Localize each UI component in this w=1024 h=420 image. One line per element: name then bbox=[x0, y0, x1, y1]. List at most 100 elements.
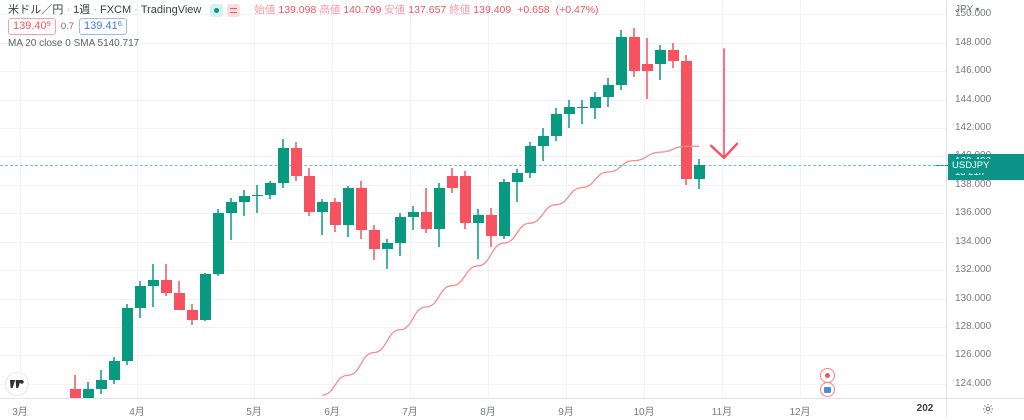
candle-body bbox=[199, 274, 211, 320]
earnings-dot-icon[interactable] bbox=[820, 368, 835, 383]
price-axis[interactable]: JPY ▾ 150.000 148.000 146.000 144.000 142.000… bbox=[946, 0, 1024, 398]
time-tick: 5月 bbox=[246, 407, 262, 418]
price-tick: 148.000 bbox=[955, 36, 992, 48]
time-tick: 10月 bbox=[633, 407, 655, 418]
candle-body bbox=[160, 280, 172, 293]
candle-body bbox=[121, 308, 133, 362]
time-axis[interactable]: 3月 4月 5月 6月 7月 8月 9月 10月 11月 12月 202 bbox=[0, 398, 1024, 420]
candle-body bbox=[511, 173, 523, 182]
price-axis-unit[interactable]: JPY ▾ bbox=[955, 4, 979, 15]
price-tick: 146.000 bbox=[955, 65, 992, 77]
candle-body bbox=[472, 214, 484, 224]
candle-wick bbox=[152, 264, 154, 308]
candle-wick bbox=[256, 184, 258, 214]
candle-body bbox=[446, 176, 458, 188]
candle-body bbox=[277, 147, 289, 184]
time-tick: 9月 bbox=[558, 407, 574, 418]
time-tick: 4月 bbox=[129, 407, 145, 418]
gridline-horizontal bbox=[0, 355, 946, 357]
candle-wick bbox=[568, 99, 570, 128]
dividend-dot-icon[interactable] bbox=[820, 382, 835, 397]
candle-body bbox=[615, 36, 627, 86]
candle-body bbox=[602, 85, 614, 97]
gridline-vertical bbox=[20, 0, 21, 398]
gridline-horizontal bbox=[0, 241, 946, 243]
gear-icon[interactable] bbox=[982, 402, 994, 420]
candle-body bbox=[641, 63, 653, 72]
candle-body bbox=[407, 211, 419, 218]
gridline-horizontal bbox=[0, 270, 946, 272]
candle-body bbox=[394, 217, 406, 244]
gridline-vertical bbox=[254, 0, 255, 398]
currency-label: JPY bbox=[955, 4, 974, 15]
candle-body bbox=[290, 147, 302, 177]
price-tick: 124.000 bbox=[955, 377, 992, 389]
candle-wick bbox=[412, 206, 414, 231]
candle-body bbox=[134, 285, 146, 309]
candle-body bbox=[238, 196, 250, 202]
candle-body bbox=[485, 214, 497, 236]
candle-body bbox=[368, 230, 380, 249]
price-tag-connector bbox=[936, 164, 948, 167]
candle-body bbox=[95, 379, 107, 390]
gridline-horizontal bbox=[0, 127, 946, 129]
candle-body bbox=[186, 309, 198, 320]
candle-wick bbox=[477, 208, 479, 259]
arrow-head bbox=[709, 142, 739, 159]
candle-wick bbox=[386, 238, 388, 269]
candle-wick bbox=[516, 169, 518, 202]
tradingview-logo[interactable] bbox=[5, 372, 29, 396]
candle-wick bbox=[321, 199, 323, 235]
gridline-horizontal bbox=[0, 298, 946, 300]
candle-body bbox=[329, 201, 341, 225]
candle-body bbox=[212, 213, 224, 275]
gear-glyph bbox=[982, 403, 994, 415]
candle-wick bbox=[425, 187, 427, 234]
candle-wick bbox=[581, 99, 583, 124]
candle-body bbox=[459, 176, 471, 224]
candle-wick bbox=[74, 375, 76, 398]
candle-body bbox=[550, 113, 562, 137]
candle-wick bbox=[165, 264, 167, 296]
candle-body bbox=[251, 194, 263, 197]
time-tick: 8月 bbox=[480, 407, 496, 418]
candle-body bbox=[680, 61, 692, 180]
gridline-vertical bbox=[722, 0, 723, 398]
price-level-line bbox=[0, 164, 946, 167]
symbol-price-tag[interactable]: USDJPY bbox=[948, 158, 994, 173]
gridline-vertical bbox=[644, 0, 645, 398]
axis-separator bbox=[946, 399, 947, 417]
time-tick: 3月 bbox=[12, 407, 28, 418]
gridline-vertical bbox=[137, 0, 138, 398]
time-tick: 12月 bbox=[789, 407, 811, 418]
candle-body bbox=[563, 106, 575, 114]
candle-body bbox=[108, 361, 120, 380]
time-tick: 6月 bbox=[324, 407, 340, 418]
candle-wick bbox=[230, 197, 232, 241]
price-tick: 144.000 bbox=[955, 93, 992, 105]
gridline-horizontal bbox=[0, 42, 946, 44]
candle-body bbox=[628, 36, 640, 72]
arrow-down-annotation bbox=[709, 48, 739, 159]
chart-overlay bbox=[321, 48, 739, 396]
price-tick: 142.000 bbox=[955, 121, 992, 133]
candle-body bbox=[420, 211, 432, 229]
price-tick: 136.000 bbox=[955, 207, 992, 219]
gridline-vertical bbox=[410, 0, 411, 398]
gridline-horizontal bbox=[0, 213, 946, 215]
chart-pane[interactable] bbox=[0, 0, 946, 398]
time-tick: 7月 bbox=[402, 407, 418, 418]
candle-body bbox=[342, 187, 354, 225]
candle-body bbox=[355, 187, 367, 231]
chevron-down-icon: ▾ bbox=[975, 5, 980, 14]
gridline-horizontal bbox=[0, 71, 946, 73]
candle-body bbox=[69, 389, 81, 398]
gridline-vertical bbox=[488, 0, 489, 398]
candle-body bbox=[667, 49, 679, 62]
price-tick: 138.000 bbox=[955, 178, 992, 190]
price-tick: 130.000 bbox=[955, 292, 992, 304]
dividend-core bbox=[824, 386, 831, 393]
candle-body bbox=[303, 176, 315, 212]
candle-body bbox=[589, 96, 601, 109]
